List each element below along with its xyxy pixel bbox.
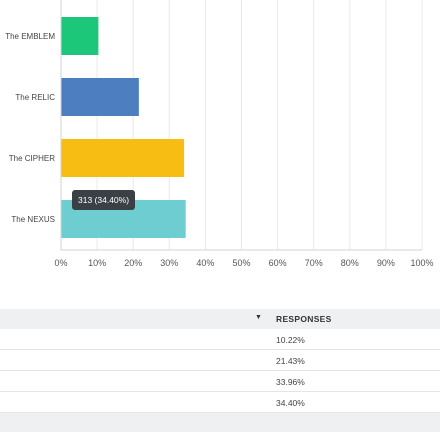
x-tick-label: 20% [124, 258, 142, 268]
bar [61, 139, 185, 177]
category-label: The CIPHER [9, 154, 55, 163]
x-tick-label: 50% [232, 258, 250, 268]
table-row: 21.43% [0, 350, 440, 371]
x-tick-label: 80% [341, 258, 359, 268]
x-tick-label: 30% [160, 258, 178, 268]
x-tick-label: 90% [377, 258, 395, 268]
chart-tooltip: 313 (34.40%) [72, 190, 136, 210]
response-value: 33.96% [276, 377, 305, 387]
bar-chart: 0% 10% 20% 30% 40% 50% 60% 70% 80% 90% 100% The EMB… [5, 0, 434, 268]
x-tick-label: 60% [269, 258, 287, 268]
bar [61, 78, 139, 116]
sort-down-icon[interactable]: ▼ [255, 314, 262, 321]
table-row: 34.40% [0, 392, 440, 413]
table-row: 10.22% [0, 329, 440, 350]
category-label: The RELIC [15, 93, 55, 102]
table-footer [0, 413, 440, 432]
responses-table: ▼ RESPONSES 10.22% 21.43% 33.96% 34.40% [0, 309, 440, 432]
table-header: ▼ RESPONSES [0, 309, 440, 329]
response-value: 10.22% [276, 335, 305, 345]
x-tick-label: 70% [305, 258, 323, 268]
x-tick-label: 100% [410, 258, 433, 268]
x-tick-label: 0% [54, 258, 67, 268]
responses-column-header[interactable]: RESPONSES [276, 314, 332, 324]
category-label: The NEXUS [11, 215, 55, 224]
x-tick-label: 10% [88, 258, 106, 268]
bar [61, 17, 99, 55]
category-label: The EMBLEM [5, 32, 55, 41]
x-tick-label: 40% [196, 258, 214, 268]
response-value: 34.40% [276, 398, 305, 408]
response-value: 21.43% [276, 356, 305, 366]
table-row: 33.96% [0, 371, 440, 392]
